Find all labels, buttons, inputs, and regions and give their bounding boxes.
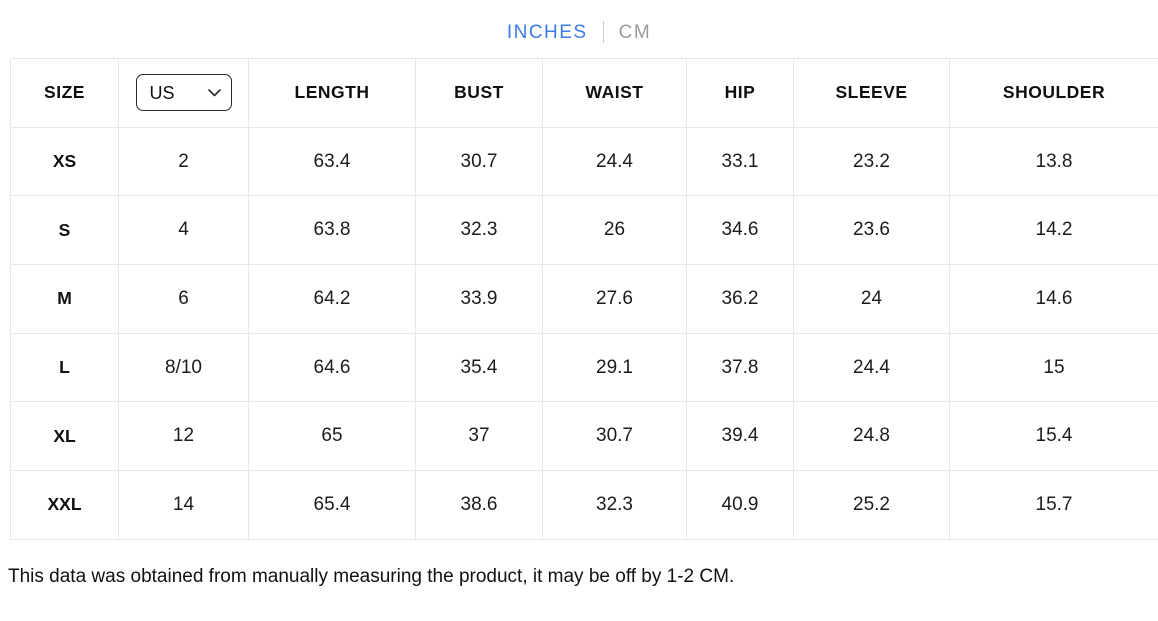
cell-size: XL <box>10 401 119 472</box>
unit-tabs: INCHES CM <box>0 0 1158 58</box>
table-row: L 8/10 64.6 35.4 29.1 37.8 24.4 15 <box>10 332 1158 403</box>
cell-sleeve: 24 <box>793 264 950 334</box>
table-row: XL 12 65 37 30.7 39.4 24.8 15.4 <box>10 401 1158 472</box>
cell-size: XS <box>10 126 119 197</box>
region-select-wrap: US <box>135 74 232 112</box>
region-select[interactable]: US <box>135 74 232 112</box>
cell-shoulder: 14.6 <box>949 264 1158 334</box>
cell-length: 63.8 <box>248 195 416 266</box>
cell-length: 64.2 <box>248 264 416 334</box>
cell-waist: 26 <box>542 195 687 266</box>
cell-length: 65.4 <box>248 470 416 540</box>
col-header-waist: WAIST <box>542 58 687 128</box>
cell-waist: 27.6 <box>542 264 687 334</box>
cell-sleeve: 24.8 <box>793 401 950 472</box>
header-row: SIZE US LENGTH BUST WAIST HIP SLEEVE <box>10 58 1158 128</box>
col-header-shoulder: SHOULDER <box>949 58 1158 128</box>
col-header-size: SIZE <box>10 58 119 128</box>
cell-length: 65 <box>248 401 416 472</box>
cell-shoulder: 15.4 <box>949 401 1158 472</box>
table-row: XXL 14 65.4 38.6 32.3 40.9 25.2 15.7 <box>10 470 1158 540</box>
table-row: S 4 63.8 32.3 26 34.6 23.6 14.2 <box>10 195 1158 266</box>
tab-cm[interactable]: CM <box>618 21 652 43</box>
cell-hip: 37.8 <box>686 332 794 403</box>
cell-shoulder: 15.7 <box>949 470 1158 540</box>
col-header-hip: HIP <box>686 58 794 128</box>
cell-waist: 32.3 <box>542 470 687 540</box>
col-header-bust: BUST <box>415 58 543 128</box>
cell-waist: 24.4 <box>542 126 687 197</box>
cell-hip: 40.9 <box>686 470 794 540</box>
tab-divider <box>602 21 604 43</box>
cell-bust: 37 <box>415 401 543 472</box>
cell-shoulder: 14.2 <box>949 195 1158 266</box>
cell-hip: 36.2 <box>686 264 794 334</box>
cell-sleeve: 25.2 <box>793 470 950 540</box>
cell-us: 2 <box>118 126 249 197</box>
cell-sleeve: 23.6 <box>793 195 950 266</box>
cell-hip: 39.4 <box>686 401 794 472</box>
cell-bust: 32.3 <box>415 195 543 266</box>
cell-size: M <box>10 264 119 334</box>
col-header-length: LENGTH <box>248 58 416 128</box>
cell-us: 8/10 <box>118 332 249 403</box>
cell-sleeve: 24.4 <box>793 332 950 403</box>
cell-us: 6 <box>118 264 249 334</box>
table-row: M 6 64.2 33.9 27.6 36.2 24 14.6 <box>10 264 1158 334</box>
cell-shoulder: 13.8 <box>949 126 1158 197</box>
cell-length: 64.6 <box>248 332 416 403</box>
cell-us: 4 <box>118 195 249 266</box>
cell-us: 14 <box>118 470 249 540</box>
col-header-sleeve: SLEEVE <box>793 58 950 128</box>
cell-hip: 34.6 <box>686 195 794 266</box>
cell-bust: 38.6 <box>415 470 543 540</box>
size-chart-table: SIZE US LENGTH BUST WAIST HIP SLEEVE <box>10 58 1158 540</box>
col-header-region: US <box>118 58 249 128</box>
cell-size: XXL <box>10 470 119 540</box>
footnote: This data was obtained from manually mea… <box>8 565 735 587</box>
cell-hip: 33.1 <box>686 126 794 197</box>
cell-waist: 30.7 <box>542 401 687 472</box>
cell-bust: 30.7 <box>415 126 543 197</box>
cell-sleeve: 23.2 <box>793 126 950 197</box>
cell-bust: 35.4 <box>415 332 543 403</box>
table-row: XS 2 63.4 30.7 24.4 33.1 23.2 13.8 <box>10 126 1158 197</box>
cell-bust: 33.9 <box>415 264 543 334</box>
cell-waist: 29.1 <box>542 332 687 403</box>
tab-inches[interactable]: INCHES <box>506 21 588 43</box>
cell-size: S <box>10 195 119 266</box>
cell-size: L <box>10 332 119 403</box>
cell-us: 12 <box>118 401 249 472</box>
cell-shoulder: 15 <box>949 332 1158 403</box>
cell-length: 63.4 <box>248 126 416 197</box>
